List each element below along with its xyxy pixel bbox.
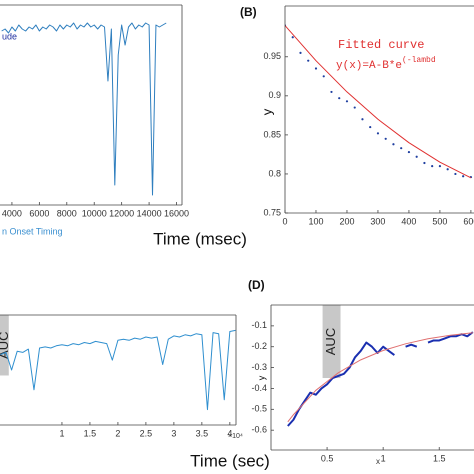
legend-entry: ude bbox=[2, 31, 17, 41]
x-tick-label: 0.5 bbox=[321, 453, 334, 463]
y-tick-label: 0.95 bbox=[263, 51, 281, 61]
series-line bbox=[287, 331, 474, 427]
data-point bbox=[407, 150, 411, 154]
y-tick-label: -0.2 bbox=[251, 341, 267, 351]
data-point bbox=[345, 100, 349, 103]
data-point bbox=[299, 51, 302, 54]
data-point bbox=[438, 165, 442, 168]
x-tick-label: 600 bbox=[463, 216, 474, 226]
y-axis-label: y bbox=[256, 375, 266, 380]
data-point bbox=[376, 132, 380, 135]
x-tick-label: 8000 bbox=[57, 208, 77, 218]
auc-label: AUC bbox=[0, 332, 11, 359]
y-tick-label: -0.1 bbox=[251, 320, 267, 330]
fit-title: Fitted curve bbox=[338, 38, 424, 52]
panel-label: (B) bbox=[240, 5, 257, 19]
data-point bbox=[361, 118, 364, 121]
data-point bbox=[415, 155, 418, 158]
y-axis-label: y bbox=[259, 108, 274, 115]
plot-3: AUC bbox=[287, 305, 474, 427]
y-tick-label: 0.8 bbox=[268, 168, 281, 178]
data-point bbox=[322, 75, 325, 78]
auc-band bbox=[322, 305, 341, 379]
data-point bbox=[330, 90, 333, 94]
x-tick-label: 4 bbox=[227, 428, 232, 438]
x-tick-label: 100 bbox=[308, 216, 323, 226]
panel-label: (D) bbox=[248, 278, 265, 292]
auc-label: AUC bbox=[323, 328, 338, 355]
x-axis-label: Time (sec) bbox=[190, 451, 270, 470]
data-point bbox=[446, 168, 449, 171]
equation-main: y(x)=A-B*e bbox=[336, 60, 402, 72]
data-point bbox=[291, 36, 294, 39]
y-tick-label: 0.75 bbox=[263, 207, 281, 217]
plot-2: AUC bbox=[0, 315, 236, 411]
x-tick-label: 200 bbox=[339, 216, 354, 226]
plot-0 bbox=[1, 22, 167, 196]
data-point bbox=[400, 147, 403, 150]
x-tick-label: 300 bbox=[370, 216, 385, 226]
x-tick-label: 1 bbox=[59, 428, 64, 438]
data-point bbox=[454, 172, 457, 176]
data-point bbox=[392, 143, 395, 146]
x-tick-label: 6000 bbox=[29, 208, 49, 218]
y-tick-label: 0.9 bbox=[268, 90, 281, 100]
x-tick-label: 2 bbox=[115, 428, 120, 438]
x-tick-label: 10000 bbox=[82, 208, 107, 218]
x-tick-label: 3 bbox=[171, 428, 176, 438]
data-point bbox=[307, 59, 310, 62]
x-tick-label: 12000 bbox=[109, 208, 134, 218]
y-tick-label: -0.3 bbox=[251, 362, 267, 372]
data-point bbox=[314, 67, 318, 70]
x-axis-label: x bbox=[376, 457, 380, 466]
series-line bbox=[287, 332, 473, 423]
data-point bbox=[462, 175, 465, 178]
data-point bbox=[369, 125, 372, 129]
y-tick-label: -0.5 bbox=[251, 404, 267, 414]
x-tick-label: 14000 bbox=[137, 208, 162, 218]
x-tick-label: 1.5 bbox=[433, 453, 446, 463]
data-point bbox=[423, 161, 426, 165]
x-tick-label: 500 bbox=[432, 216, 447, 226]
x-tick-label: 0 bbox=[282, 216, 287, 226]
x-tick-label: 16000 bbox=[164, 208, 189, 218]
x-tick-label: 4000 bbox=[2, 208, 22, 218]
data-point bbox=[431, 165, 434, 168]
x-axis-label: Time (msec) bbox=[153, 229, 247, 248]
data-point bbox=[338, 97, 341, 100]
equation-exponent: (-lambd bbox=[402, 56, 436, 65]
x-tick-label: 2.5 bbox=[140, 428, 153, 438]
data-point bbox=[353, 106, 356, 109]
y-tick-label: 0.85 bbox=[263, 129, 281, 139]
x-tick-label: 400 bbox=[401, 216, 416, 226]
series-line bbox=[1, 22, 167, 196]
data-point bbox=[384, 137, 387, 140]
y-tick-label: -0.6 bbox=[251, 425, 267, 435]
y-tick-label: -0.4 bbox=[251, 383, 267, 393]
series-line bbox=[0, 329, 236, 411]
annotation: n Onset Timing bbox=[2, 226, 63, 236]
auc-band bbox=[0, 315, 9, 376]
x-tick-label: 3.5 bbox=[196, 428, 209, 438]
x-tick-label: 1 bbox=[381, 453, 386, 463]
series-line bbox=[285, 25, 472, 179]
x-tick-label: 1.5 bbox=[84, 428, 97, 438]
fit-equation: y(x)=A-B*e(-lambd bbox=[336, 56, 436, 72]
x-multiplier: ×10⁴ bbox=[228, 433, 243, 440]
